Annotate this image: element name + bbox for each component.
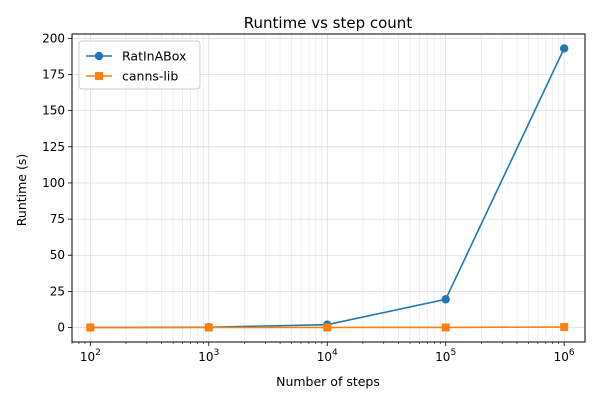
y-tick-label: 150 [42,104,65,118]
legend-marker-square [95,72,103,80]
axes: 102 103 104 105 106 0 25 50 75 100 125 150 175 200 [42,31,575,364]
legend: RatInABox canns-lib [78,40,201,90]
data-point-square [86,323,95,332]
y-tick-label: 125 [42,140,65,154]
y-tick-label: 175 [42,67,65,81]
y-tick-label: 50 [50,248,65,262]
x-axis-label: Number of steps [276,374,380,389]
y-tick-label: 75 [50,212,65,226]
legend-box [78,40,201,90]
x-tick-label: 103 [198,348,219,364]
plot-frame [71,33,586,343]
legend-label: canns-lib [122,69,178,84]
y-tick-label: 100 [42,176,65,190]
y-tick-label: 0 [57,321,65,335]
data-point-circle [559,44,569,53]
y-axis-label: Runtime (s) [14,154,29,226]
data-point-square [441,323,450,332]
legend-label: RatInABox [122,49,186,64]
data-point-square [204,323,213,332]
legend-marker-circle [94,51,104,61]
series-layer [86,44,569,332]
x-tick-label: 104 [317,348,338,364]
x-tick-label: 105 [435,348,456,364]
chart-title: Runtime vs step count [244,14,413,32]
data-point-square [323,323,332,332]
y-tick-label: 25 [50,284,65,298]
data-point-circle [441,295,450,304]
y-tick-label: 200 [42,31,65,45]
x-tick-label: 102 [80,348,101,364]
x-tick-label: 106 [554,348,575,364]
data-point-square [560,323,569,332]
